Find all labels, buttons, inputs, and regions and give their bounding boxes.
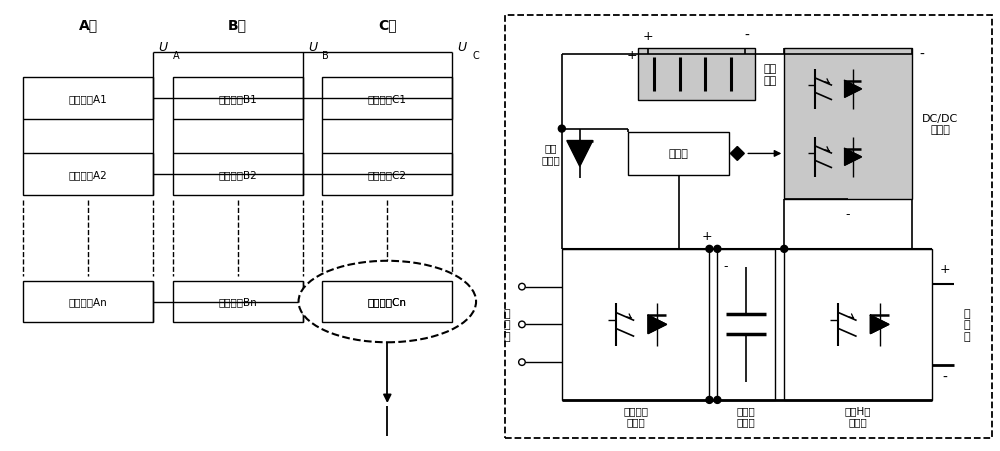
Text: 功率
二极管: 功率 二极管 — [541, 143, 560, 165]
Text: 级联单元A2: 级联单元A2 — [69, 170, 108, 180]
Bar — [628, 132, 729, 176]
Bar — [23, 154, 153, 196]
Text: -: - — [846, 207, 850, 221]
Circle shape — [714, 396, 721, 404]
Circle shape — [781, 246, 788, 253]
Bar — [505, 16, 992, 438]
Text: 储能
系统: 储能 系统 — [763, 64, 777, 86]
Text: +: + — [626, 48, 637, 61]
Polygon shape — [730, 147, 744, 161]
Polygon shape — [648, 316, 666, 334]
Bar — [23, 281, 153, 322]
Text: C相: C相 — [378, 18, 397, 32]
Polygon shape — [567, 141, 593, 167]
Text: B相: B相 — [228, 18, 247, 32]
Text: C: C — [472, 51, 479, 61]
Bar — [173, 281, 303, 322]
Text: 级联单元An: 级联单元An — [69, 297, 108, 307]
Bar — [173, 154, 303, 196]
Text: 直流母
线电容: 直流母 线电容 — [737, 405, 756, 427]
Polygon shape — [845, 149, 861, 166]
Circle shape — [706, 396, 713, 404]
Text: 级联单元A1: 级联单元A1 — [69, 93, 108, 104]
Text: -: - — [919, 48, 924, 62]
Polygon shape — [870, 316, 889, 334]
Text: 级联单元Cn: 级联单元Cn — [368, 297, 407, 307]
Circle shape — [714, 246, 721, 253]
Bar — [322, 78, 452, 120]
Text: 输
入
側: 输 入 側 — [503, 308, 510, 341]
Text: 级联单元C1: 级联单元C1 — [368, 93, 407, 104]
Text: DC/DC
变换器: DC/DC 变换器 — [922, 114, 958, 135]
Bar — [173, 78, 303, 120]
Text: -: - — [745, 29, 750, 43]
Text: 级联单元Cn: 级联单元Cn — [368, 297, 407, 307]
Text: 级联单元Bn: 级联单元Bn — [218, 297, 257, 307]
Text: 级联单元C2: 级联单元C2 — [368, 170, 407, 180]
Bar — [717, 249, 775, 400]
Text: 级联单元B2: 级联单元B2 — [218, 170, 257, 180]
Bar — [562, 249, 709, 400]
Text: +: + — [939, 262, 950, 275]
Circle shape — [558, 126, 565, 133]
Ellipse shape — [299, 261, 476, 342]
Text: $U$: $U$ — [158, 41, 169, 54]
Bar — [322, 281, 452, 322]
Text: 三相不控
整流桥: 三相不控 整流桥 — [623, 405, 648, 427]
Bar — [638, 49, 755, 101]
Circle shape — [706, 246, 713, 253]
Bar — [322, 281, 452, 322]
Text: $U$: $U$ — [308, 41, 318, 54]
Text: A相: A相 — [79, 18, 98, 32]
Text: 级联H桥
变换器: 级联H桥 变换器 — [845, 405, 871, 427]
Bar — [784, 49, 912, 200]
Bar — [784, 249, 932, 400]
Polygon shape — [845, 81, 861, 98]
Text: B: B — [322, 51, 329, 61]
Text: 输
出
側: 输 出 側 — [964, 308, 970, 341]
Text: 控制器: 控制器 — [669, 149, 688, 159]
Text: +: + — [642, 30, 653, 43]
Text: A: A — [173, 51, 180, 61]
Text: 级联单元B1: 级联单元B1 — [218, 93, 257, 104]
Text: $U$: $U$ — [457, 41, 468, 54]
Bar — [322, 154, 452, 196]
Bar — [23, 78, 153, 120]
Text: -: - — [723, 259, 728, 272]
Text: -: - — [942, 370, 947, 384]
Text: +: + — [702, 230, 713, 242]
